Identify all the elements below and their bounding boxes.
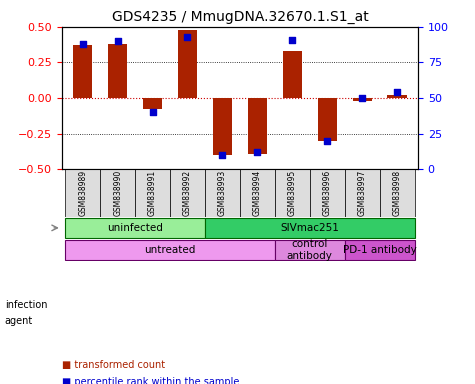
Bar [213,98,232,155]
FancyBboxPatch shape [65,240,275,260]
FancyBboxPatch shape [380,169,415,217]
Text: infection: infection [5,300,47,310]
Point [288,36,296,43]
Point [254,149,261,155]
Title: GDS4235 / MmugDNA.32670.1.S1_at: GDS4235 / MmugDNA.32670.1.S1_at [112,10,368,25]
FancyBboxPatch shape [310,169,345,217]
Bar [318,98,337,141]
Text: GSM838991: GSM838991 [148,170,157,216]
Bar [283,51,302,98]
FancyBboxPatch shape [205,169,240,217]
Bar [388,95,407,98]
Text: GSM838993: GSM838993 [218,170,227,216]
FancyBboxPatch shape [275,169,310,217]
Bar [178,30,197,98]
FancyBboxPatch shape [275,240,345,260]
Bar [108,44,127,98]
Point [184,34,191,40]
FancyBboxPatch shape [65,169,100,217]
Point [218,152,226,158]
FancyBboxPatch shape [345,240,415,260]
Text: control
antibody: control antibody [287,239,332,261]
Text: untreated: untreated [144,245,196,255]
FancyBboxPatch shape [100,169,135,217]
Text: GSM838989: GSM838989 [78,170,87,216]
Bar [248,98,267,154]
FancyBboxPatch shape [345,169,380,217]
FancyBboxPatch shape [135,169,170,217]
FancyBboxPatch shape [65,218,205,238]
Point [114,38,122,44]
Bar [352,98,372,101]
Bar [73,45,92,98]
Point [79,41,86,47]
FancyBboxPatch shape [240,169,275,217]
Text: uninfected: uninfected [107,223,163,233]
Point [323,138,331,144]
Bar [143,98,162,109]
Text: ■ percentile rank within the sample: ■ percentile rank within the sample [62,377,239,384]
Text: GSM838994: GSM838994 [253,170,262,216]
Text: GSM838998: GSM838998 [392,170,401,216]
Text: GSM838995: GSM838995 [288,170,297,216]
Text: GSM838996: GSM838996 [323,170,332,216]
Point [393,89,401,96]
Text: agent: agent [5,316,33,326]
Point [149,109,156,116]
Text: PD-1 antibody: PD-1 antibody [342,245,417,255]
Text: SIVmac251: SIVmac251 [280,223,339,233]
Point [358,95,366,101]
Text: GSM838990: GSM838990 [113,170,122,216]
FancyBboxPatch shape [170,169,205,217]
FancyBboxPatch shape [205,218,415,238]
Text: GSM838992: GSM838992 [183,170,192,216]
Text: ■ transformed count: ■ transformed count [62,360,165,370]
Text: GSM838997: GSM838997 [358,170,367,216]
